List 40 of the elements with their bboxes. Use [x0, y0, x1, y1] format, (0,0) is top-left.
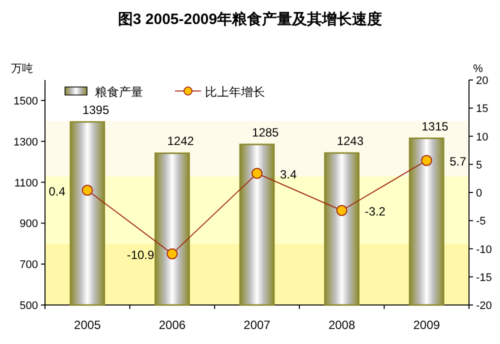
data-label: 1285	[252, 125, 280, 140]
y-tick-label: 1500	[14, 95, 38, 108]
point	[252, 168, 262, 179]
y2-tick-label: 0	[476, 188, 482, 200]
y2-tick-label: 10	[476, 131, 488, 144]
point	[336, 205, 348, 216]
y2-tick-label: 15	[476, 103, 488, 116]
legend-label: 比上年增长	[205, 85, 265, 99]
y2-tick-label: -20	[476, 300, 492, 312]
y2-tick-label: 20	[476, 75, 488, 87]
x-tick-label: 2005	[74, 318, 102, 332]
x-tick-label: 2009	[413, 318, 440, 332]
y-tick-label: 1300	[14, 136, 38, 148]
x-tick-label: 2007	[244, 318, 271, 332]
data-label: 1242	[167, 134, 194, 148]
chart-title: 图3 2005-2009年粮食产量及其增长速度	[118, 10, 382, 28]
y-tick-label: 1100	[14, 177, 38, 190]
x-tick-label: 2008	[328, 318, 356, 332]
point	[166, 248, 178, 260]
legend-label: 粮食产量	[95, 85, 143, 99]
data-label: 0.4	[48, 184, 66, 198]
y-axis-title: 万吨	[11, 62, 33, 75]
y-tick-label: 900	[20, 218, 38, 230]
data-label: 3.4	[280, 167, 298, 182]
data-label: 1315	[422, 119, 449, 134]
x-tick-label: 2006	[158, 318, 186, 332]
y2-tick-label: -5	[476, 216, 486, 228]
y2-tick-label: -15	[476, 272, 492, 284]
y-tick-label: 500	[20, 300, 38, 312]
data-label: -10.9	[126, 248, 155, 262]
data-label: 1243	[336, 134, 364, 148]
point	[82, 184, 93, 196]
point	[421, 154, 432, 166]
data-label: -3.2	[364, 204, 386, 218]
data-label: 1395	[82, 102, 110, 117]
y-tick-label: 700	[20, 259, 38, 272]
y2-tick-label: -10	[476, 244, 492, 256]
y2-axis-title: %	[473, 63, 484, 75]
y2-tick-label: 5	[476, 159, 482, 172]
data-label: 5.7	[450, 154, 467, 168]
